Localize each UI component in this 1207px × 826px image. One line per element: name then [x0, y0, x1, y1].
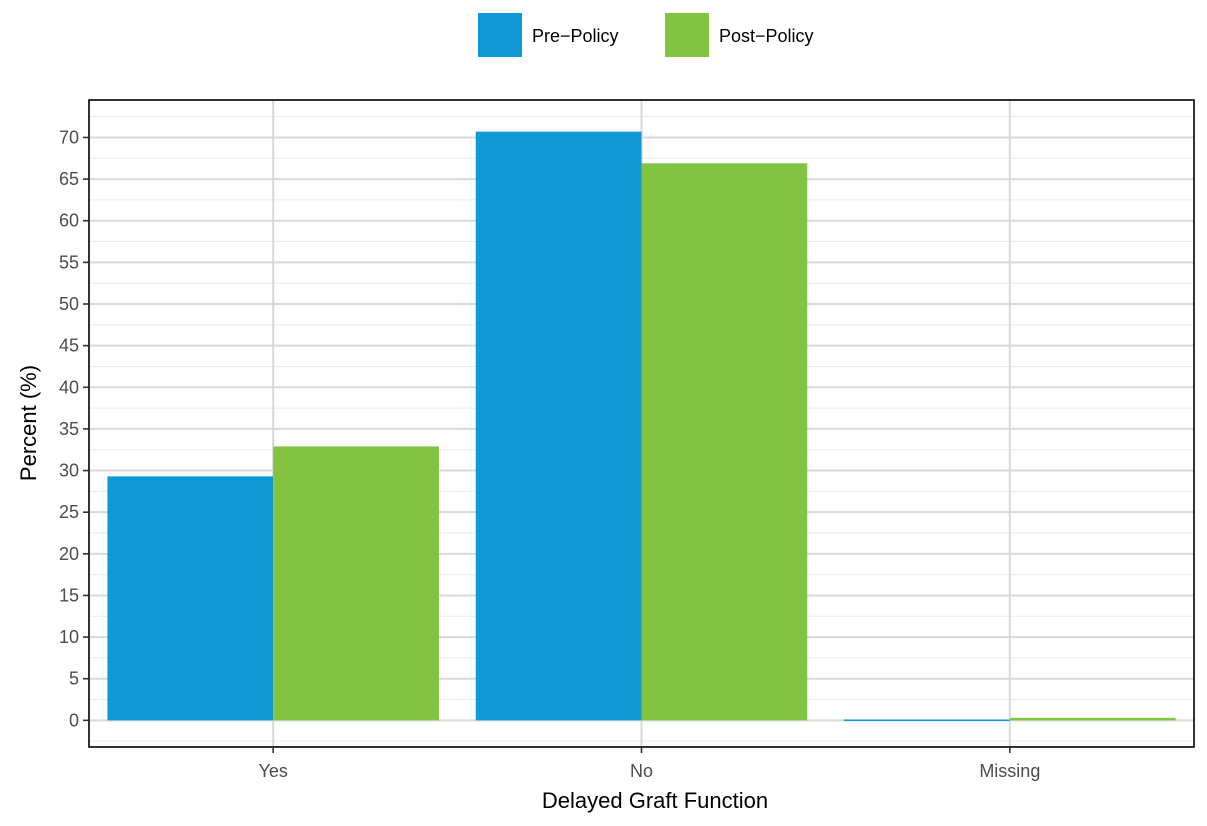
bar [641, 163, 808, 721]
bar [1009, 717, 1176, 721]
legend: Pre−Policy Post−Policy [478, 13, 814, 57]
legend-label: Post−Policy [719, 26, 814, 46]
y-tick-label: 0 [69, 710, 79, 730]
legend-key [665, 13, 709, 57]
y-tick-label: 55 [59, 252, 79, 272]
bar [107, 476, 274, 721]
y-tick-label: 25 [59, 502, 79, 522]
y-tick-label: 50 [59, 294, 79, 314]
y-tick-label: 60 [59, 211, 79, 231]
legend-label: Pre−Policy [532, 26, 619, 46]
bar [475, 131, 642, 721]
y-tick-label: 20 [59, 544, 79, 564]
bars [107, 131, 1176, 722]
x-tick-label: Missing [979, 761, 1040, 781]
y-tick-label: 70 [59, 127, 79, 147]
bar [273, 446, 439, 721]
y-axis-title: Percent (%) [16, 365, 41, 481]
legend-key [478, 13, 522, 57]
x-axis-title: Delayed Graft Function [542, 788, 768, 813]
y-tick-label: 45 [59, 336, 79, 356]
x-tick-label: Yes [258, 761, 287, 781]
y-tick-label: 5 [69, 669, 79, 689]
x-tick-label: No [630, 761, 653, 781]
y-tick-label: 10 [59, 627, 79, 647]
y-tick-label: 35 [59, 419, 79, 439]
y-tick-label: 65 [59, 169, 79, 189]
bar [844, 719, 1010, 722]
y-tick-label: 40 [59, 377, 79, 397]
x-axis: Yes No Missing [258, 747, 1040, 781]
y-axis: 0 5 10 15 20 25 30 35 40 45 50 55 60 65 70 [59, 127, 89, 730]
y-tick-label: 30 [59, 461, 79, 481]
y-tick-label: 15 [59, 585, 79, 605]
